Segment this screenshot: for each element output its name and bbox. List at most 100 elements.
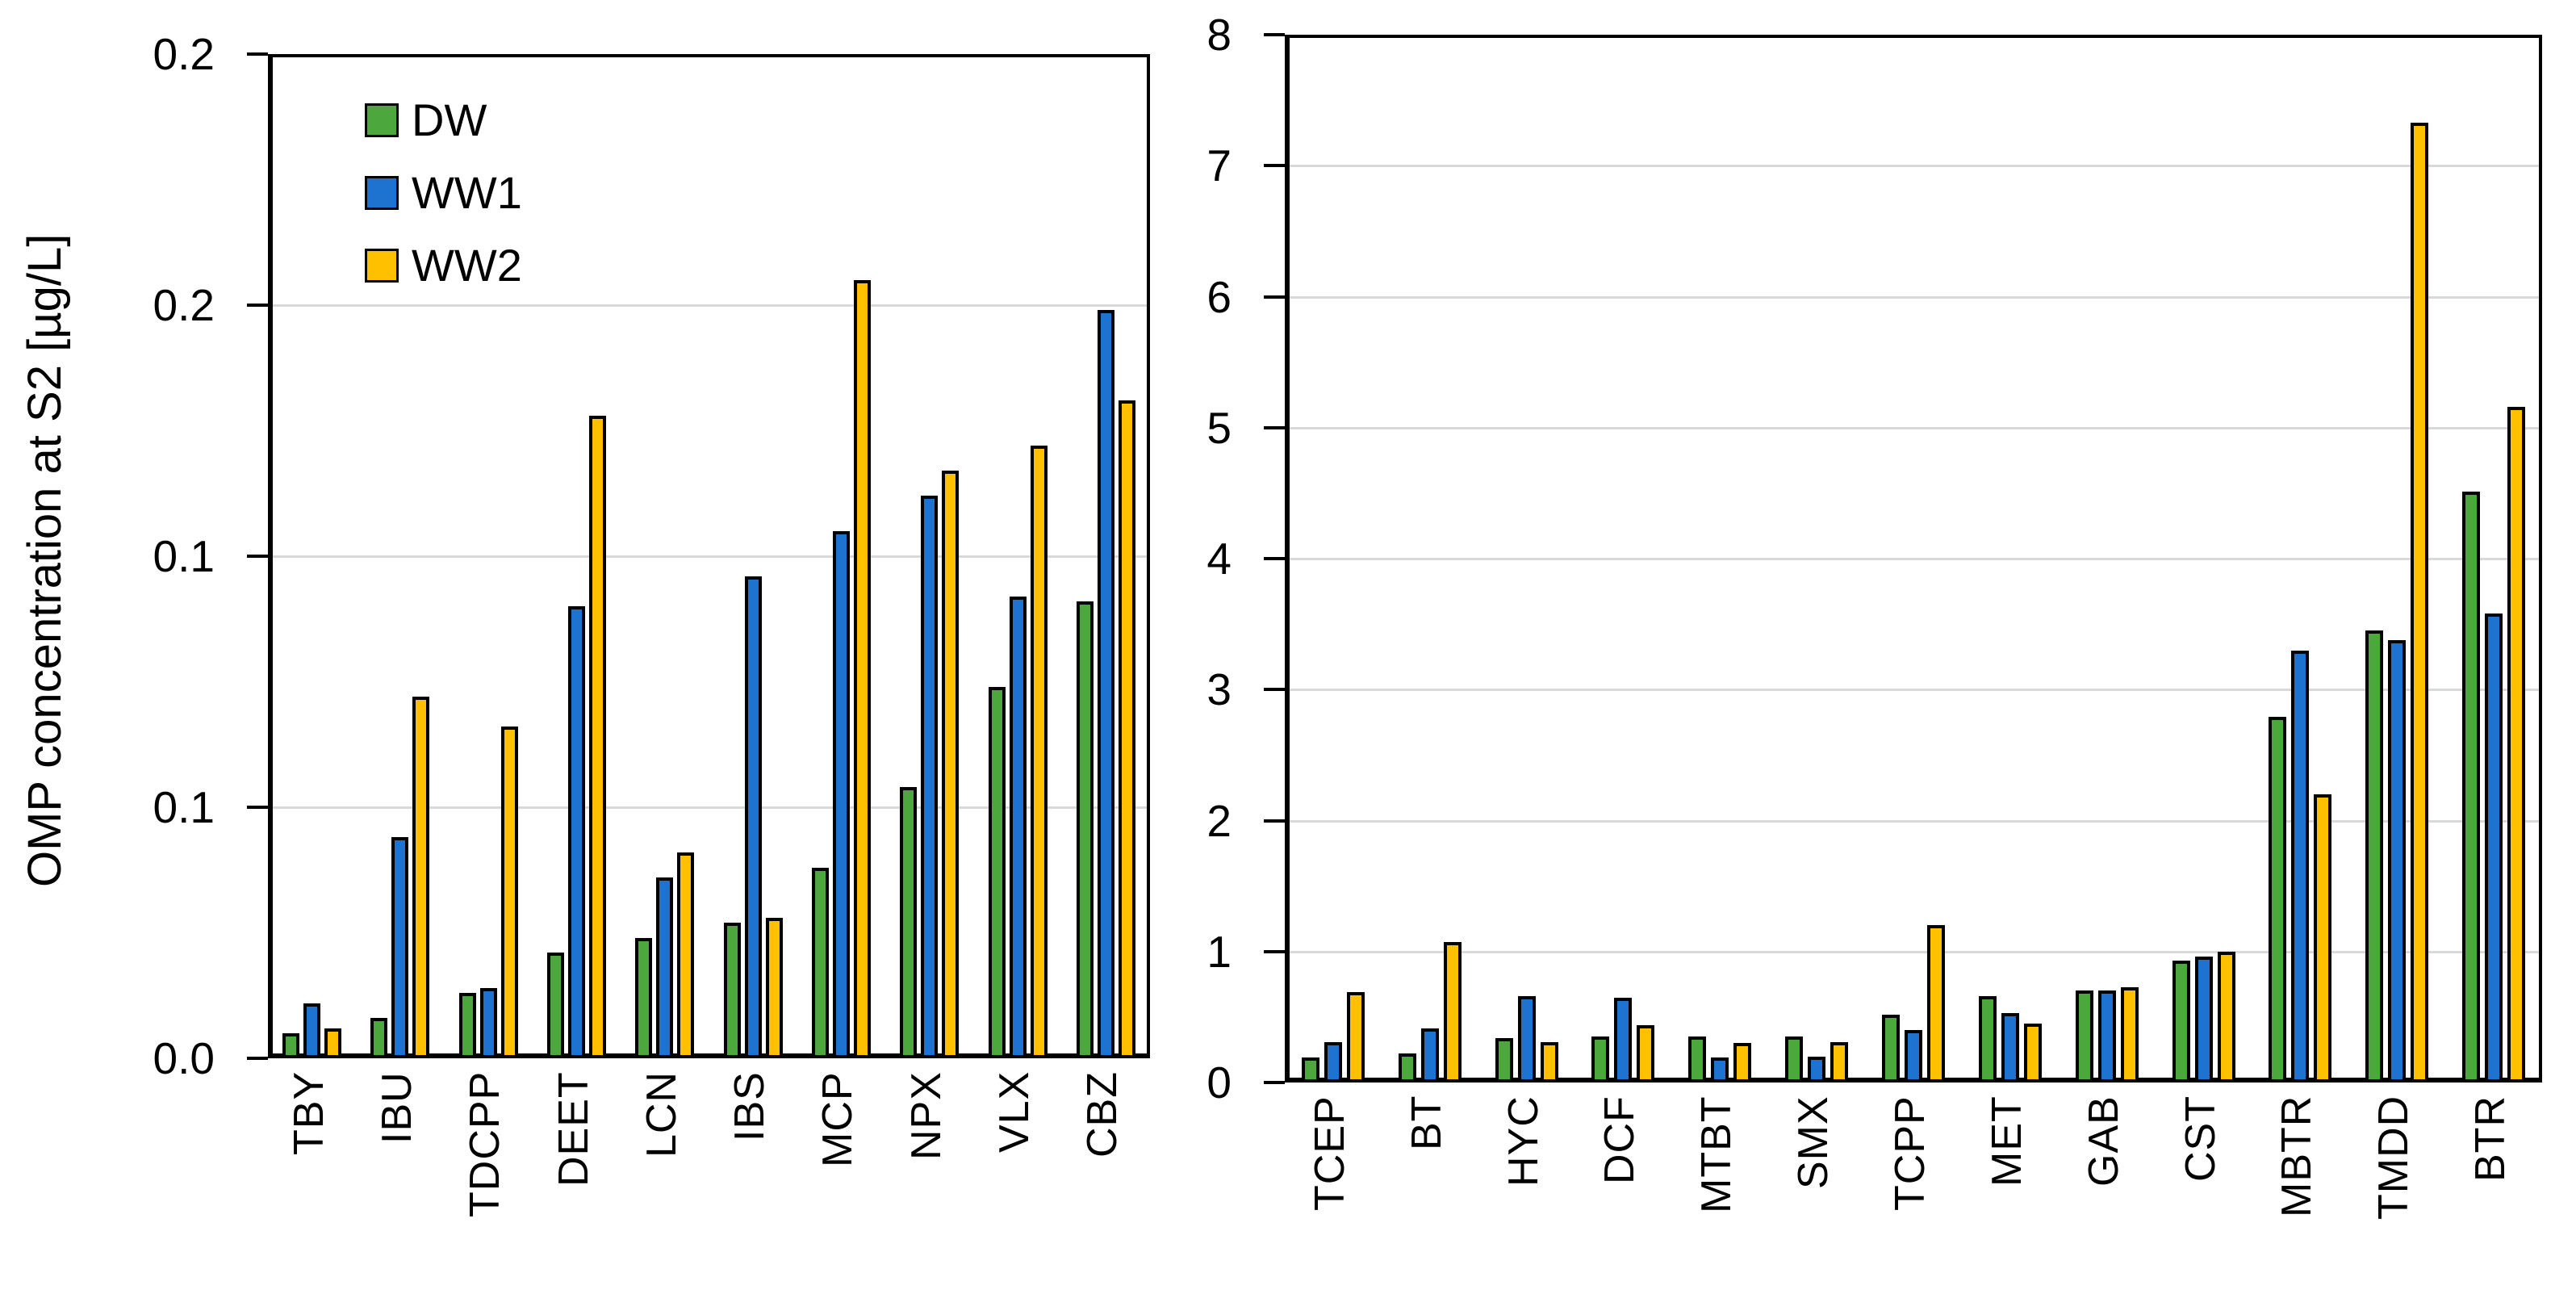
right-bar-ww1-mbtr (2291, 650, 2310, 1083)
legend-item-ww1: WW1 (365, 157, 522, 229)
right-bar-ww2-bt (1443, 942, 1462, 1083)
right-x-tick-label: DCF (1596, 1095, 1644, 1184)
left-y-tickmark (247, 555, 268, 558)
legend-swatch-dw (365, 103, 399, 137)
left-gridline (273, 555, 1147, 558)
right-x-tick-label: CST (2177, 1095, 2224, 1182)
left-bar-ww2-vlx (1030, 446, 1048, 1058)
left-x-tick-label: IBS (726, 1071, 774, 1141)
right-x-tick-label: MBTR (2273, 1095, 2321, 1218)
left-x-tick-label: IBU (373, 1071, 420, 1144)
legend: DW WW1 WW2 (365, 84, 522, 302)
right-bar-dw-tmdd (2365, 630, 2384, 1083)
left-bar-ww1-npx (921, 496, 939, 1058)
left-x-tick-label: DEET (550, 1071, 597, 1187)
right-bar-ww1-tmdd (2388, 639, 2407, 1083)
right-bar-dw-tcpp (1882, 1014, 1900, 1083)
right-y-tickmark (1264, 1081, 1285, 1084)
right-y-tick-label: 8 (1206, 10, 1232, 60)
right-y-tickmark (1264, 557, 1285, 560)
right-bar-dw-gab (2075, 990, 2093, 1083)
left-plot-frame (268, 54, 1150, 1058)
left-x-tick-label: VLX (991, 1071, 1039, 1154)
right-y-tick-label: 5 (1206, 402, 1232, 453)
right-bar-ww2-smx (1830, 1041, 1849, 1083)
left-bar-dw-npx (900, 787, 918, 1058)
left-bar-ww2-mcp (853, 279, 871, 1058)
left-bar-ww1-vlx (1009, 596, 1027, 1058)
left-bar-ww1-mcp (832, 530, 850, 1058)
right-bar-ww2-btr (2507, 406, 2526, 1083)
right-bar-dw-bt (1398, 1053, 1416, 1083)
right-bar-ww2-cst (2217, 951, 2235, 1083)
right-y-tickmark (1264, 949, 1285, 953)
right-x-tick-label: TCPP (1887, 1095, 1934, 1211)
right-gridline (1290, 950, 2539, 953)
right-x-tick-label: SMX (1790, 1095, 1838, 1189)
right-y-tickmark (1264, 295, 1285, 299)
right-bar-ww1-cst (2194, 957, 2213, 1083)
legend-item-dw: DW (365, 84, 522, 157)
left-bar-ww2-npx (942, 471, 960, 1058)
left-gridline (273, 806, 1147, 809)
legend-label: WW1 (412, 167, 522, 218)
right-y-tickmark (1264, 819, 1285, 823)
left-bar-ww2-deet (589, 415, 607, 1058)
left-y-tick-label: 0.1 (153, 782, 215, 832)
left-y-tick-label: 0.2 (153, 280, 215, 330)
right-bar-ww2-hyc (1540, 1041, 1558, 1083)
left-y-tick-label: 0.1 (153, 531, 215, 581)
right-gridline (1290, 165, 2539, 168)
left-bar-ww1-lcn (656, 877, 674, 1058)
right-bar-dw-mtbt (1688, 1036, 1707, 1083)
right-bar-ww1-dcf (1614, 997, 1633, 1083)
right-bar-ww2-met (2023, 1023, 2042, 1083)
right-gridline (1290, 819, 2539, 823)
left-bar-ww1-ibs (744, 576, 762, 1058)
left-bar-ww1-tby (303, 1003, 321, 1058)
right-y-tick-label: 2 (1206, 795, 1232, 846)
right-y-tick-label: 7 (1206, 140, 1232, 191)
right-x-tick-label: TMDD (2370, 1095, 2418, 1221)
right-y-tickmark (1264, 688, 1285, 692)
right-bar-dw-hyc (1495, 1037, 1513, 1083)
right-y-tickmark (1264, 425, 1285, 429)
left-bar-dw-ibu (370, 1018, 388, 1058)
left-gridline (273, 304, 1147, 307)
right-x-tick-label: TCEP (1306, 1095, 1353, 1211)
left-bar-dw-tdcpp (458, 993, 476, 1058)
right-gridline (1290, 295, 2539, 299)
right-bar-dw-met (1978, 995, 1997, 1083)
right-y-tick-label: 6 (1206, 271, 1232, 322)
right-x-tick-label: MET (1983, 1095, 2030, 1187)
left-bar-ww2-ibs (765, 917, 783, 1058)
left-bar-dw-mcp (811, 867, 829, 1058)
right-y-tick-label: 1 (1206, 926, 1232, 977)
left-y-tickmark (247, 806, 268, 809)
right-x-tick-label: BTR (2467, 1095, 2515, 1182)
right-y-tick-label: 0 (1206, 1057, 1232, 1108)
left-bar-ww1-deet (568, 606, 586, 1058)
left-bar-ww2-tby (324, 1028, 342, 1058)
right-bar-ww1-tcep (1324, 1041, 1342, 1083)
right-bar-dw-dcf (1591, 1036, 1610, 1083)
y-axis-title: OMP concentration at S2 [µg/L] (19, 233, 71, 887)
left-bar-dw-ibs (723, 923, 741, 1058)
left-bar-dw-tby (282, 1032, 300, 1058)
right-gridline (1290, 689, 2539, 692)
right-bar-ww1-smx (1808, 1056, 1826, 1083)
left-y-tickmark (247, 304, 268, 307)
left-y-tickmark (247, 1057, 268, 1060)
right-bar-dw-mbtr (2269, 717, 2287, 1083)
left-y-tickmark (247, 52, 268, 56)
left-bar-ww2-cbz (1118, 400, 1135, 1058)
left-bar-ww1-tdcpp (479, 987, 497, 1058)
left-x-tick-label: MCP (814, 1071, 862, 1167)
right-y-tickmark (1264, 33, 1285, 36)
right-bar-ww1-mtbt (1711, 1057, 1729, 1083)
legend-swatch-ww2 (365, 249, 399, 283)
right-bar-ww1-tcpp (1905, 1030, 1922, 1083)
right-bar-ww1-btr (2485, 613, 2503, 1083)
legend-swatch-ww1 (365, 176, 399, 210)
